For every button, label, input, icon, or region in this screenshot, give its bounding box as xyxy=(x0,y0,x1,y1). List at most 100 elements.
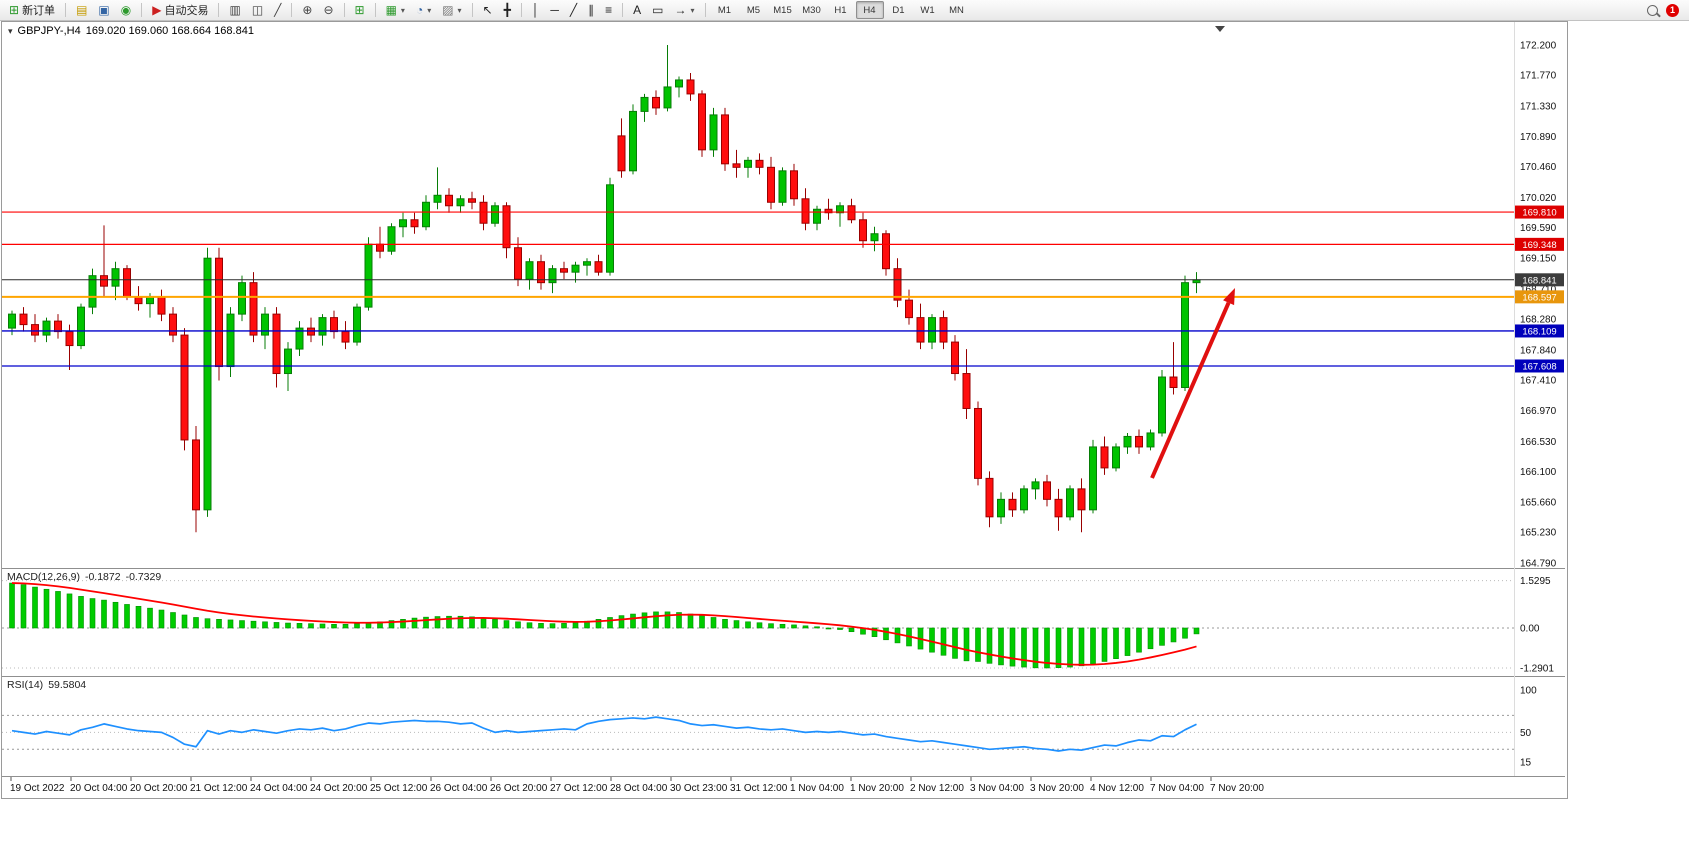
template-button[interactable]: ▨ ▾ xyxy=(437,0,466,20)
time-axis-label: 3 Nov 04:00 xyxy=(970,783,1024,794)
toolbar-separator xyxy=(343,3,345,17)
candle-body xyxy=(180,334,189,441)
macd-histogram-bar xyxy=(549,623,556,629)
trend-arrow-head[interactable] xyxy=(1223,288,1235,306)
vertical-line-button[interactable]: │ xyxy=(527,0,545,20)
market-watch-button[interactable]: ▣ xyxy=(93,0,114,20)
macd-histogram-bar xyxy=(1009,627,1016,667)
tile-windows-button[interactable]: ⊞ xyxy=(350,0,370,20)
macd-histogram-bar xyxy=(699,615,705,629)
new-chart-icon: ▦ xyxy=(385,3,397,17)
chevron-down-icon[interactable]: ▾ xyxy=(690,5,695,15)
timeframe-m15-button[interactable]: M15 xyxy=(773,4,792,16)
candle-body xyxy=(330,317,338,333)
macd-histogram-bar xyxy=(250,620,257,629)
candle-body xyxy=(617,135,626,172)
bar-chart-button[interactable]: ▥ xyxy=(224,0,245,20)
fibonacci-icon: ≡ xyxy=(605,3,613,17)
fibonacci-button[interactable]: ≡ xyxy=(600,0,617,20)
macd-histogram-bar xyxy=(457,615,464,629)
timeframe-m1-button[interactable]: M1 xyxy=(717,4,732,16)
chart-menu-icon[interactable]: ▾ xyxy=(8,25,13,36)
macd-histogram-bar xyxy=(653,611,659,629)
macd-histogram-bar xyxy=(262,621,268,629)
candle-body xyxy=(1077,488,1086,511)
timeframe-mn-button[interactable]: MN xyxy=(949,4,964,16)
price-axis-label: 170.460 xyxy=(1520,162,1557,173)
timeframe-h4-button[interactable]: H4 xyxy=(855,1,884,19)
candle-body xyxy=(1008,498,1017,511)
macd-histogram-bar xyxy=(952,627,958,659)
timeframe-m30-button[interactable]: M30 xyxy=(802,4,821,16)
channel-button[interactable]: ∥ xyxy=(583,0,599,20)
macd-histogram-bar xyxy=(963,627,970,662)
chart-shift-marker[interactable] xyxy=(1215,26,1225,32)
macd-main-value: -0.1872 xyxy=(84,571,121,583)
price-axis-label: 166.100 xyxy=(1520,467,1557,478)
candle-body xyxy=(870,233,879,242)
macd-histogram-bar xyxy=(204,618,211,629)
candle-body xyxy=(537,261,545,284)
timeframe-w1-button[interactable]: W1 xyxy=(920,4,935,16)
globe-icon: ◉ xyxy=(120,3,132,17)
line-chart-button[interactable]: ╱ xyxy=(269,0,286,20)
candle-body xyxy=(19,313,28,326)
macd-signal-value: -0.7329 xyxy=(125,571,162,583)
timeframe-m5-button[interactable]: M5 xyxy=(746,4,761,16)
text-label-button[interactable]: ▭ xyxy=(647,0,668,20)
macd-histogram-bar xyxy=(515,621,521,629)
candle-body xyxy=(479,201,488,224)
price-tag xyxy=(1515,324,1564,338)
period-button[interactable]: ◔ ▾ xyxy=(411,0,436,20)
trend-arrow[interactable] xyxy=(1150,301,1231,479)
macd-histogram-bar xyxy=(998,627,1004,666)
macd-histogram-bar xyxy=(756,622,763,629)
community-button[interactable]: ◉ xyxy=(116,0,136,20)
chevron-down-icon[interactable]: ▾ xyxy=(427,5,432,15)
arrows-button[interactable]: → ▾ xyxy=(669,0,699,20)
candle-body xyxy=(629,110,637,172)
new-chart-button[interactable]: ▦ ▾ xyxy=(381,0,410,20)
macd-histogram-bar xyxy=(940,627,947,656)
price-chart: 172.200 171.770 171.330 170.890 170.460 170.0… xyxy=(2,22,1565,796)
cursor-button[interactable]: ↖ xyxy=(478,0,498,20)
candlestick-chart-button[interactable]: ◫ xyxy=(247,0,268,20)
candle-body xyxy=(123,268,131,298)
auto-trading-button[interactable]: ▶ 自动交易 xyxy=(147,0,213,20)
charts-panel-button[interactable]: ▤ xyxy=(71,0,92,20)
trendline-button[interactable]: ╱ xyxy=(565,0,582,20)
candle-body xyxy=(54,320,62,333)
price-axis-label: 172.200 xyxy=(1520,41,1557,52)
new-order-button[interactable]: ⊞ 新订单 xyxy=(4,0,60,20)
crosshair-button[interactable]: ╋ xyxy=(499,0,516,20)
time-axis-label: 2 Nov 12:00 xyxy=(910,783,964,794)
chevron-down-icon[interactable]: ▾ xyxy=(400,5,405,15)
horizontal-line-button[interactable]: ─ xyxy=(545,0,564,20)
price-axis-label: 169.150 xyxy=(1520,254,1557,265)
candle-body xyxy=(583,261,591,266)
macd-histogram-bar xyxy=(929,627,935,653)
timeframe-h1-button[interactable]: H1 xyxy=(834,4,847,16)
zoom-out-button[interactable]: ⊖ xyxy=(318,0,338,20)
macd-histogram-bar xyxy=(1078,627,1085,667)
toolbar-separator xyxy=(374,3,376,17)
candle-body xyxy=(353,306,361,343)
macd-histogram-bar xyxy=(480,617,487,629)
bar-panel-icon: ▤ xyxy=(76,3,88,17)
macd-histogram-bar xyxy=(423,616,429,629)
timeframe-d1-button[interactable]: D1 xyxy=(892,4,905,16)
zoom-in-button[interactable]: ⊕ xyxy=(297,0,317,20)
candle-body xyxy=(882,233,890,270)
chevron-down-icon[interactable]: ▾ xyxy=(457,5,462,15)
macd-histogram-bar xyxy=(1193,627,1200,635)
text-button[interactable]: A xyxy=(628,0,646,20)
macd-histogram-bar xyxy=(618,615,625,629)
candle-body xyxy=(468,198,476,203)
search-icon[interactable] xyxy=(1647,4,1658,16)
candle-body xyxy=(571,264,580,273)
candle-body xyxy=(905,299,913,319)
notifications-badge[interactable]: 1 xyxy=(1666,3,1679,17)
time-axis-label: 4 Nov 12:00 xyxy=(1090,783,1144,794)
candle-body xyxy=(847,205,856,221)
candle-body xyxy=(284,348,292,375)
